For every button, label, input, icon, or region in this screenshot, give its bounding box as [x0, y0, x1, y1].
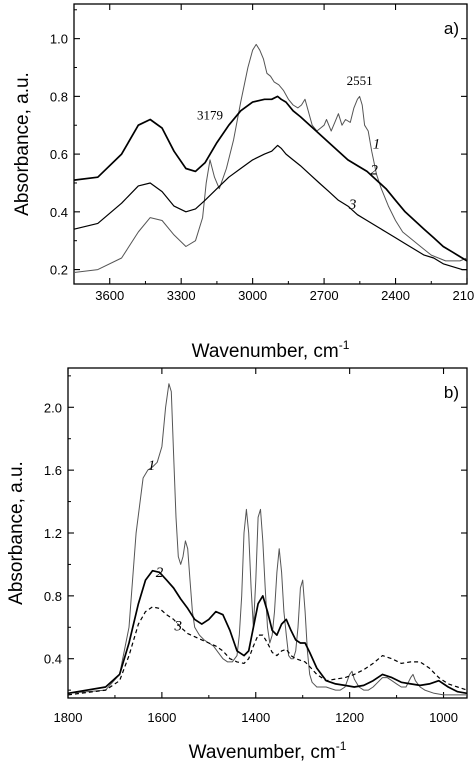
series-line-1	[67, 383, 467, 696]
y-tick-label: 0.6	[50, 147, 68, 162]
x-tick-label: 2700	[310, 288, 339, 303]
series-label-1: 1	[148, 458, 156, 474]
series-line-2	[73, 95, 468, 262]
panel-label: a)	[444, 19, 459, 38]
y-tick-label: 0.4	[50, 205, 68, 220]
series-line-3	[67, 606, 468, 696]
series-label-1: 1	[373, 136, 381, 152]
x-axis-label: Wavenumber, cm-1	[192, 338, 350, 362]
y-tick-label: 1.2	[44, 526, 62, 541]
y-tick-label: 0.2	[50, 263, 68, 278]
y-axis-label: Absorbance, a.u.	[6, 461, 27, 605]
y-tick-label: 0.4	[44, 652, 62, 667]
y-tick-label: 0.8	[44, 589, 62, 604]
x-tick-label: 1400	[241, 710, 270, 725]
x-tick-label: 3600	[95, 288, 124, 303]
series-line-1	[73, 43, 468, 273]
y-tick-label: 2.0	[44, 400, 62, 415]
plot-frame	[73, 3, 468, 285]
chart-panel-2: 1800 1600 1400 1200 1000 0.4 0.8 1.2 1.6 2.0 1 2 3 b)…	[6, 367, 468, 763]
series-line-2	[67, 569, 468, 695]
series-line-3	[73, 144, 467, 271]
series-label-3: 3	[348, 197, 357, 213]
panel-label: b)	[444, 383, 459, 402]
y-tick-label: 1.0	[50, 32, 68, 47]
x-tick-label: 1200	[335, 710, 364, 725]
series-label-2: 2	[156, 565, 164, 581]
x-tick-label: 2400	[381, 288, 410, 303]
x-tick-label: 3300	[167, 288, 196, 303]
y-tick-label: 0.8	[50, 89, 68, 104]
x-tick-label: 1000	[429, 710, 458, 725]
x-axis-label: Wavenumber, cm-1	[189, 739, 347, 763]
peak-annotation: 2551	[347, 73, 373, 88]
y-axis-label: Absorbance, a.u.	[12, 72, 33, 216]
series-label-3: 3	[174, 618, 183, 634]
x-tick-label: 3000	[238, 288, 267, 303]
x-tick-label: 1600	[147, 710, 176, 725]
x-tick-label: 1800	[54, 710, 83, 725]
series-label-2: 2	[370, 162, 378, 178]
peak-annotation: 3179	[197, 107, 223, 122]
y-tick-label: 1.6	[44, 463, 62, 478]
